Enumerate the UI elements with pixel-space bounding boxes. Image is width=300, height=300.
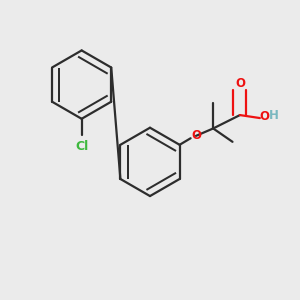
Text: H: H	[268, 109, 278, 122]
Text: O: O	[260, 110, 270, 123]
Text: O: O	[191, 129, 201, 142]
Text: Cl: Cl	[75, 140, 88, 154]
Text: O: O	[235, 77, 245, 90]
